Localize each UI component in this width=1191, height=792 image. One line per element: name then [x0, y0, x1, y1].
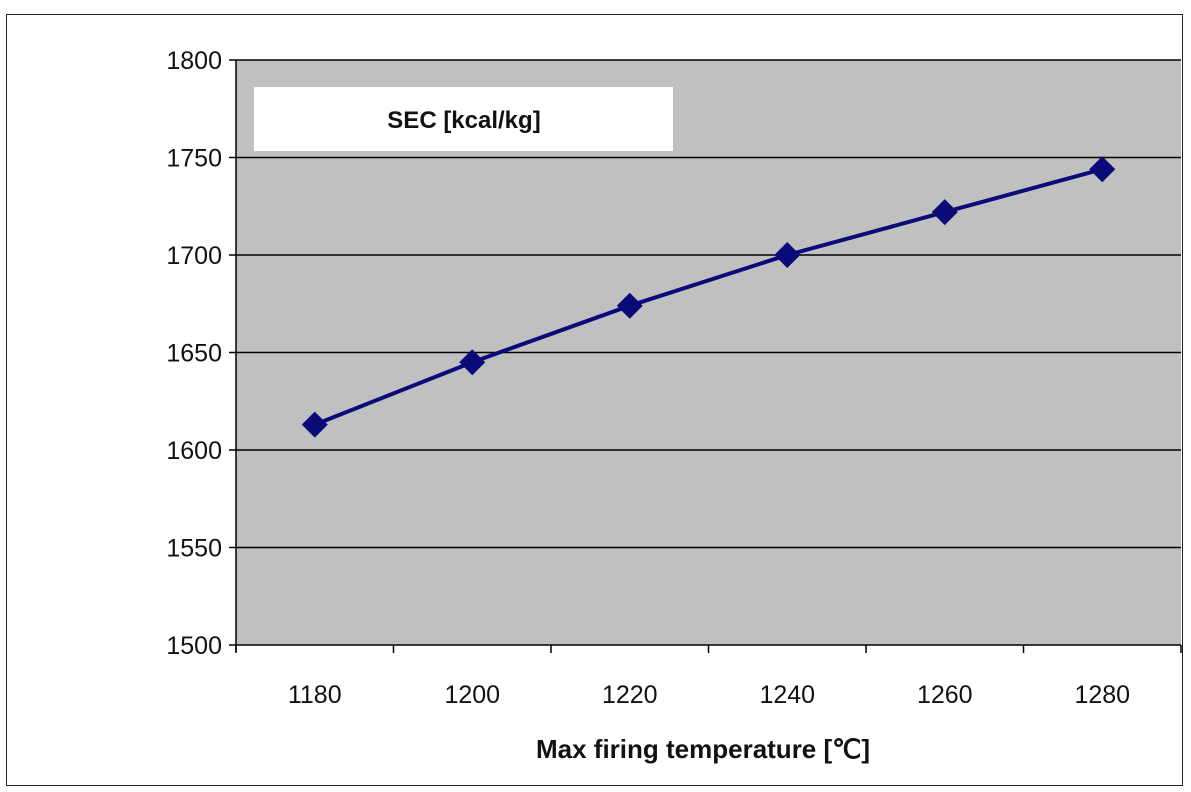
x-tick-label: 1240 [759, 681, 815, 709]
y-tick-label: 1500 [166, 632, 222, 660]
y-tick-label: 1800 [166, 47, 222, 75]
series-line [314, 167, 1103, 427]
y-axis-ticks: 1500 1550 1600 1650 1700 1750 1800 [166, 47, 236, 660]
y-tick-label: 1650 [166, 340, 222, 368]
y-tick-label: 1700 [166, 242, 222, 270]
x-tick-label: 1180 [288, 681, 342, 709]
data-point-marker [931, 199, 958, 226]
x-axis-title: Max firing temperature [℃] [536, 734, 870, 764]
x-tick-label: 1280 [1074, 681, 1130, 709]
data-point-marker [1089, 156, 1116, 183]
y-tick-label: 1550 [166, 535, 222, 563]
series-layer [301, 156, 1116, 438]
data-point-marker [774, 242, 801, 268]
x-tick-label: 1220 [602, 681, 658, 709]
x-tick-label: 1260 [917, 681, 973, 709]
gridlines [236, 59, 1181, 549]
data-point-marker [616, 292, 643, 319]
y-tick-label: 1600 [166, 437, 222, 465]
y-tick-label: 1750 [166, 145, 222, 173]
data-point-marker [459, 349, 486, 376]
data-point-marker [301, 411, 328, 438]
x-tick-label: 1200 [444, 681, 500, 709]
legend-box [254, 87, 673, 151]
x-axis-ticks: 1180 1200 1220 1240 1260 1280 [235, 645, 1182, 709]
legend-label: SEC [kcal/kg] [387, 107, 540, 134]
